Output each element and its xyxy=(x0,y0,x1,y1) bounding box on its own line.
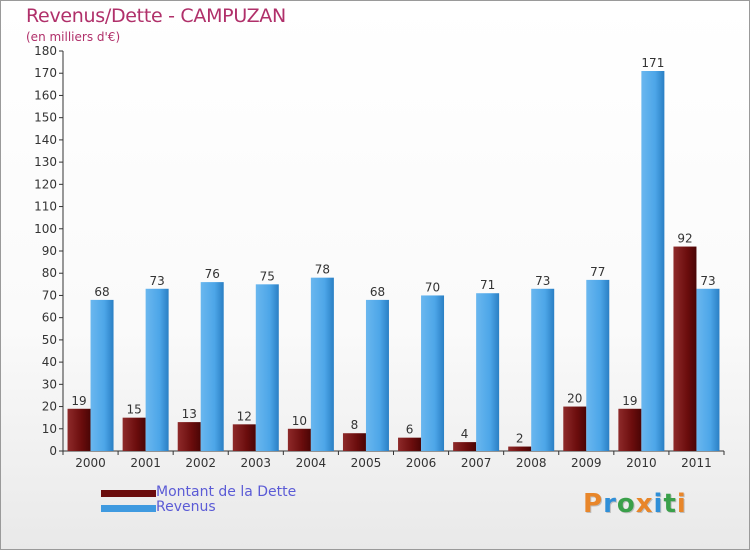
bar-dette-2000 xyxy=(67,408,91,451)
x-tick-label: 2011 xyxy=(681,456,712,470)
legend-swatch-dette xyxy=(101,490,156,497)
logo-letter: i xyxy=(676,489,687,519)
proxiti-logo: Proxiti xyxy=(583,489,687,519)
bar-dette-2007 xyxy=(453,442,477,451)
bar-revenus-2005 xyxy=(365,299,389,451)
data-label-revenus-2010: 171 xyxy=(641,56,664,70)
logo-letter: x xyxy=(635,489,654,519)
y-tick-label: 80 xyxy=(42,266,57,280)
y-tick-label: 180 xyxy=(34,44,57,58)
data-label-revenus-2006: 70 xyxy=(425,280,440,294)
data-label-revenus-2000: 68 xyxy=(94,285,109,299)
data-label-revenus-2011: 73 xyxy=(700,274,715,288)
bar-dette-2003 xyxy=(232,424,256,451)
bar-dette-2009 xyxy=(563,406,587,451)
bar-dette-2001 xyxy=(122,417,146,451)
bar-dette-2010 xyxy=(618,408,642,451)
x-tick-label: 2001 xyxy=(130,456,161,470)
y-tick-label: 90 xyxy=(42,244,57,258)
y-tick-label: 120 xyxy=(34,177,57,191)
bar-dette-2005 xyxy=(342,433,366,451)
bar-revenus-2004 xyxy=(310,277,334,451)
data-label-dette-2000: 19 xyxy=(71,394,86,408)
data-label-dette-2007: 4 xyxy=(461,427,469,441)
chart-title: Revenus/Dette - CAMPUZAN xyxy=(26,5,286,27)
data-label-revenus-2007: 71 xyxy=(480,278,495,292)
logo-letter: P xyxy=(583,489,604,519)
data-label-dette-2008: 2 xyxy=(516,432,524,446)
bar-dette-2011 xyxy=(673,246,697,451)
x-tick-label: 2008 xyxy=(516,456,547,470)
data-label-revenus-2001: 73 xyxy=(149,274,164,288)
x-tick-label: 2010 xyxy=(626,456,657,470)
x-tick-label: 2005 xyxy=(351,456,382,470)
y-tick-label: 40 xyxy=(42,355,57,369)
data-label-dette-2001: 15 xyxy=(126,403,141,417)
logo-letter: i xyxy=(653,489,664,519)
data-label-dette-2010: 19 xyxy=(622,394,637,408)
data-label-dette-2004: 10 xyxy=(292,414,307,428)
x-tick-label: 2000 xyxy=(75,456,106,470)
data-label-dette-2005: 8 xyxy=(351,418,359,432)
data-label-revenus-2009: 77 xyxy=(590,265,605,279)
x-tick-label: 2006 xyxy=(406,456,437,470)
bar-revenus-2007 xyxy=(476,293,500,451)
data-label-dette-2003: 12 xyxy=(237,409,252,423)
bar-revenus-2010 xyxy=(641,71,665,451)
y-tick-label: 170 xyxy=(34,66,57,80)
bar-dette-2004 xyxy=(287,428,311,451)
y-tick-label: 160 xyxy=(34,88,57,102)
y-tick-label: 110 xyxy=(34,200,57,214)
bar-revenus-2002 xyxy=(200,282,224,451)
data-label-revenus-2003: 75 xyxy=(260,269,275,283)
bar-revenus-2006 xyxy=(421,295,445,451)
x-tick-label: 2007 xyxy=(461,456,492,470)
y-tick-label: 10 xyxy=(42,422,57,436)
y-tick-label: 130 xyxy=(34,155,57,169)
data-label-revenus-2004: 78 xyxy=(315,263,330,277)
y-tick-label: 0 xyxy=(49,444,57,458)
y-tick-label: 20 xyxy=(42,400,57,414)
x-tick-label: 2009 xyxy=(571,456,602,470)
data-label-dette-2006: 6 xyxy=(406,423,414,437)
y-tick-label: 50 xyxy=(42,333,57,347)
legend-label-dette: Montant de la Dette xyxy=(156,484,297,500)
y-tick-label: 60 xyxy=(42,311,57,325)
bar-dette-2008 xyxy=(508,446,532,451)
logo-letter: t xyxy=(663,489,677,519)
bar-revenus-2001 xyxy=(145,288,169,451)
data-label-dette-2009: 20 xyxy=(567,392,582,406)
x-tick-label: 2003 xyxy=(241,456,272,470)
data-label-revenus-2002: 76 xyxy=(205,267,220,281)
logo-letter: o xyxy=(616,489,636,519)
bar-dette-2006 xyxy=(398,437,422,451)
legend-label-revenus: Revenus xyxy=(156,499,216,515)
data-label-revenus-2008: 73 xyxy=(535,274,550,288)
y-tick-label: 30 xyxy=(42,377,57,391)
y-tick-label: 140 xyxy=(34,133,57,147)
data-label-dette-2002: 13 xyxy=(182,407,197,421)
chart-subtitle: (en milliers d'€) xyxy=(26,30,121,44)
y-tick-label: 150 xyxy=(34,111,57,125)
bar-dette-2002 xyxy=(177,422,201,451)
bar-revenus-2011 xyxy=(696,288,720,451)
logo-letter: r xyxy=(603,489,617,519)
x-tick-label: 2002 xyxy=(185,456,216,470)
legend-swatch-revenus xyxy=(101,505,156,512)
bar-revenus-2003 xyxy=(255,284,279,451)
data-label-dette-2011: 92 xyxy=(677,232,692,246)
y-tick-label: 70 xyxy=(42,288,57,302)
x-tick-label: 2004 xyxy=(296,456,327,470)
bar-revenus-2000 xyxy=(90,299,114,451)
y-tick-label: 100 xyxy=(34,222,57,236)
data-label-revenus-2005: 68 xyxy=(370,285,385,299)
bar-revenus-2008 xyxy=(531,288,555,451)
bar-revenus-2009 xyxy=(586,279,610,451)
